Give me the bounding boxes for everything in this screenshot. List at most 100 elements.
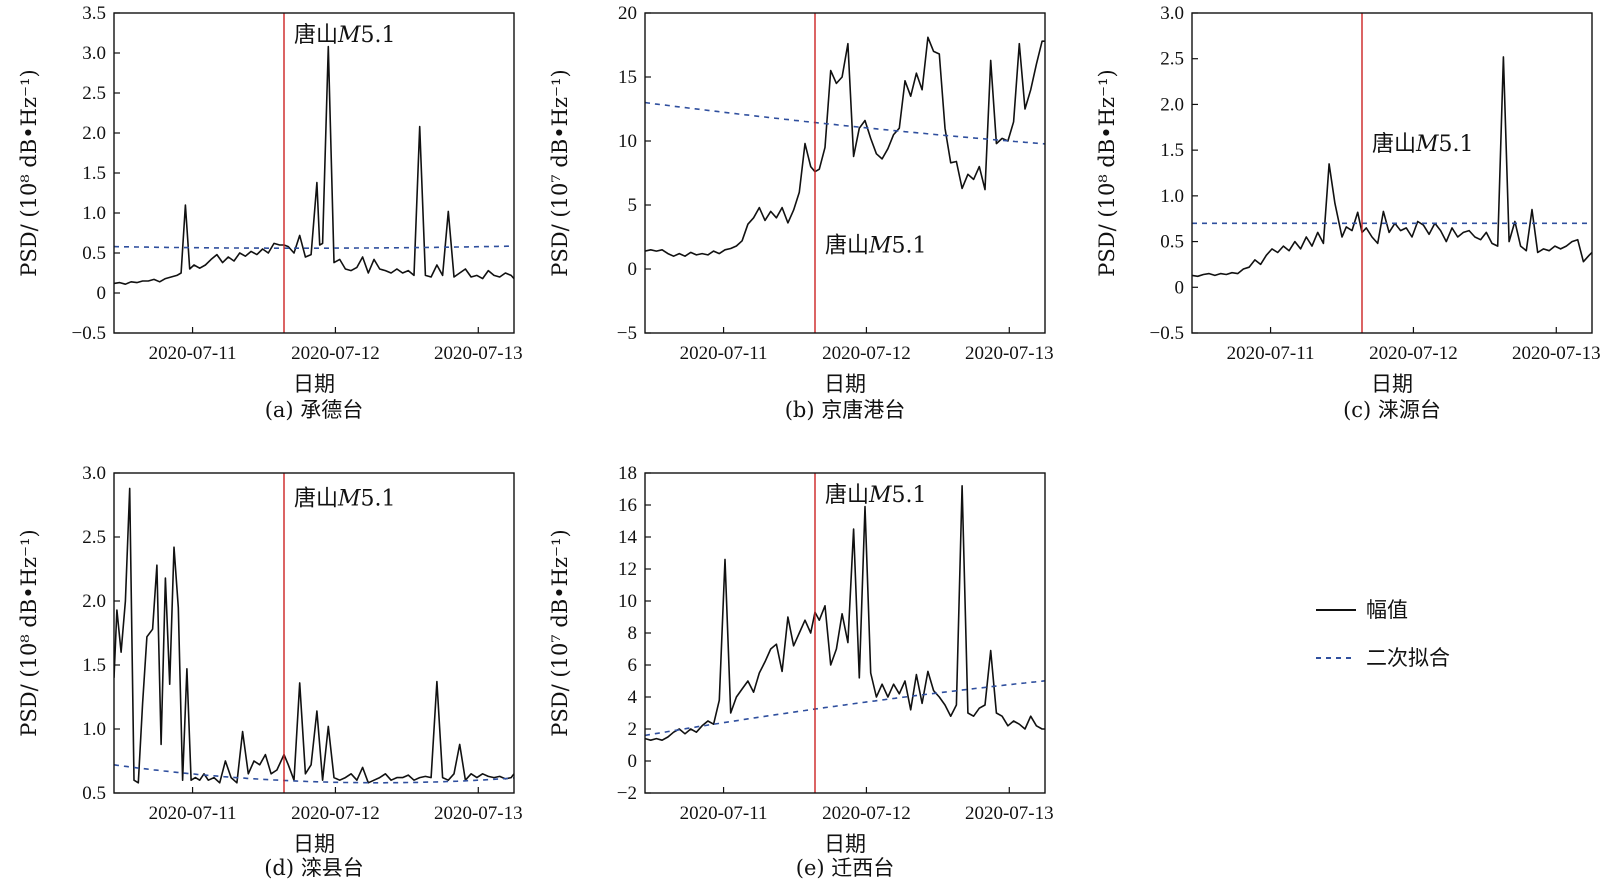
y-axis-label: PSD/ (10⁸ dB•Hz⁻¹): [17, 529, 41, 736]
y-tick-label: 1.0: [82, 203, 106, 224]
event-label-value: 5.1: [361, 23, 396, 48]
y-tick-label: 1.5: [1160, 140, 1184, 161]
event-label-place: 唐山: [825, 483, 869, 508]
y-tick-label: 2.5: [82, 83, 106, 104]
x-tick-label: 2020-07-12: [291, 803, 380, 824]
amplitude-line: [114, 45, 514, 286]
y-tick-label: 1.5: [82, 655, 106, 676]
event-label: 唐山M5.1: [1372, 132, 1474, 157]
event-label: 唐山M5.1: [825, 483, 927, 508]
y-tick-label: 0.5: [82, 243, 106, 264]
y-tick-label: 8: [628, 623, 638, 644]
x-tick-label: 2020-07-12: [822, 343, 911, 364]
panel-caption: (c) 涞源台: [1343, 398, 1441, 422]
event-label: 唐山M5.1: [294, 23, 396, 48]
y-tick-label: 3.5: [82, 3, 106, 24]
y-tick-label: 12: [618, 559, 637, 580]
event-label-value: 5.1: [1439, 132, 1474, 157]
y-tick-label: −0.5: [72, 323, 106, 344]
x-axis-label: 日期: [293, 372, 335, 396]
y-tick-label: 0: [628, 259, 638, 280]
event-label-magnitude-symbol: M: [868, 234, 892, 259]
y-tick-label: 1.0: [82, 719, 106, 740]
event-label-magnitude-symbol: M: [868, 483, 892, 508]
x-axis-label: 日期: [1371, 372, 1413, 396]
plot-frame: [644, 472, 1046, 794]
x-tick-label: 2020-07-12: [822, 803, 911, 824]
y-tick-label: 0.5: [82, 783, 106, 804]
y-tick-label: 4: [628, 687, 638, 708]
y-tick-label: 2: [628, 719, 638, 740]
y-axis-label: PSD/ (10⁷ dB•Hz⁻¹): [548, 529, 572, 736]
x-tick-label: 2020-07-13: [434, 343, 523, 364]
x-tick-label: 2020-07-13: [1512, 343, 1600, 364]
y-tick-label: 6: [628, 655, 638, 676]
y-tick-label: 0: [97, 283, 107, 304]
x-tick-label: 2020-07-11: [1227, 343, 1315, 364]
event-label: 唐山M5.1: [294, 486, 396, 511]
y-tick-label: 2.5: [82, 527, 106, 548]
fit-curve: [114, 764, 514, 784]
y-tick-label: 20: [618, 3, 637, 24]
y-tick-label: 2.0: [82, 123, 106, 144]
y-tick-label: 2.0: [82, 591, 106, 612]
y-tick-label: 0: [1175, 277, 1185, 298]
y-axis-label: PSD/ (10⁷ dB•Hz⁻¹): [548, 69, 572, 276]
y-tick-label: 5: [628, 195, 638, 216]
fit-curve: [114, 245, 514, 249]
event-label-place: 唐山: [294, 486, 338, 511]
chart-panel: −0.5 0 0.5 1.0 1.5 2.0 2.5 3.0 3.5 2020-07-11 2020…: [17, 3, 523, 422]
y-tick-label: 0: [628, 751, 638, 772]
x-tick-label: 2020-07-11: [149, 803, 237, 824]
y-tick-label: 10: [618, 131, 637, 152]
plot-frame: [1191, 12, 1593, 334]
x-tick-label: 2020-07-12: [1369, 343, 1458, 364]
chart-panel: −2 0 2 4 6 8 10 12 14 16 18 2020-07-11 2020-07-12 202…: [548, 463, 1054, 880]
chart-panel: 0.5 1.0 1.5 2.0 2.5 3.0 2020-07-11 2020-07-12 20…: [17, 463, 523, 880]
chart-panel: −5 0 5 10 15 20 2020-07-11 2020-07-12 2020-07-13…: [548, 3, 1054, 422]
plot-frame: [644, 12, 1046, 334]
event-label-place: 唐山: [825, 234, 869, 259]
event-label-value: 5.1: [892, 234, 927, 259]
y-tick-label: −5: [617, 323, 637, 344]
panel-caption: (a) 承德台: [265, 398, 364, 422]
y-tick-label: 1.0: [1160, 186, 1184, 207]
y-tick-label: 3.0: [82, 463, 106, 484]
amplitude-line: [645, 484, 1045, 742]
x-tick-label: 2020-07-11: [149, 343, 237, 364]
event-label: 唐山M5.1: [825, 234, 927, 259]
y-tick-label: 14: [618, 527, 638, 548]
legend: 幅值 二次拟合: [1316, 598, 1450, 670]
legend-amplitude-label: 幅值: [1366, 598, 1408, 622]
y-tick-label: 3.0: [1160, 3, 1184, 24]
event-label-place: 唐山: [1372, 132, 1416, 157]
fit-curve: [645, 101, 1045, 145]
x-tick-label: 2020-07-13: [434, 803, 523, 824]
panel-caption: (b) 京唐港台: [785, 398, 906, 422]
y-tick-label: 1.5: [82, 163, 106, 184]
event-label-value: 5.1: [361, 486, 396, 511]
y-tick-label: −0.5: [1150, 323, 1184, 344]
x-axis-label: 日期: [824, 372, 866, 396]
event-label-magnitude-symbol: M: [1415, 132, 1439, 157]
y-tick-label: −2: [617, 783, 637, 804]
x-tick-label: 2020-07-12: [291, 343, 380, 364]
amplitude-line: [645, 36, 1045, 258]
event-label-place: 唐山: [294, 23, 338, 48]
y-tick-label: 0.5: [1160, 232, 1184, 253]
event-label-value: 5.1: [892, 483, 927, 508]
fit-curve: [645, 680, 1045, 737]
y-tick-label: 2.5: [1160, 49, 1184, 70]
plot-frame: [113, 472, 515, 794]
plot-frame: [113, 12, 515, 334]
x-tick-label: 2020-07-11: [680, 343, 768, 364]
x-axis-label: 日期: [824, 832, 866, 856]
panel-caption: (e) 迁西台: [796, 856, 895, 880]
amplitude-line: [1192, 56, 1592, 278]
y-tick-label: 10: [618, 591, 637, 612]
event-label-magnitude-symbol: M: [337, 23, 361, 48]
x-tick-label: 2020-07-13: [965, 803, 1054, 824]
x-tick-label: 2020-07-13: [965, 343, 1054, 364]
x-tick-label: 2020-07-11: [680, 803, 768, 824]
legend-fit-label: 二次拟合: [1366, 646, 1450, 670]
